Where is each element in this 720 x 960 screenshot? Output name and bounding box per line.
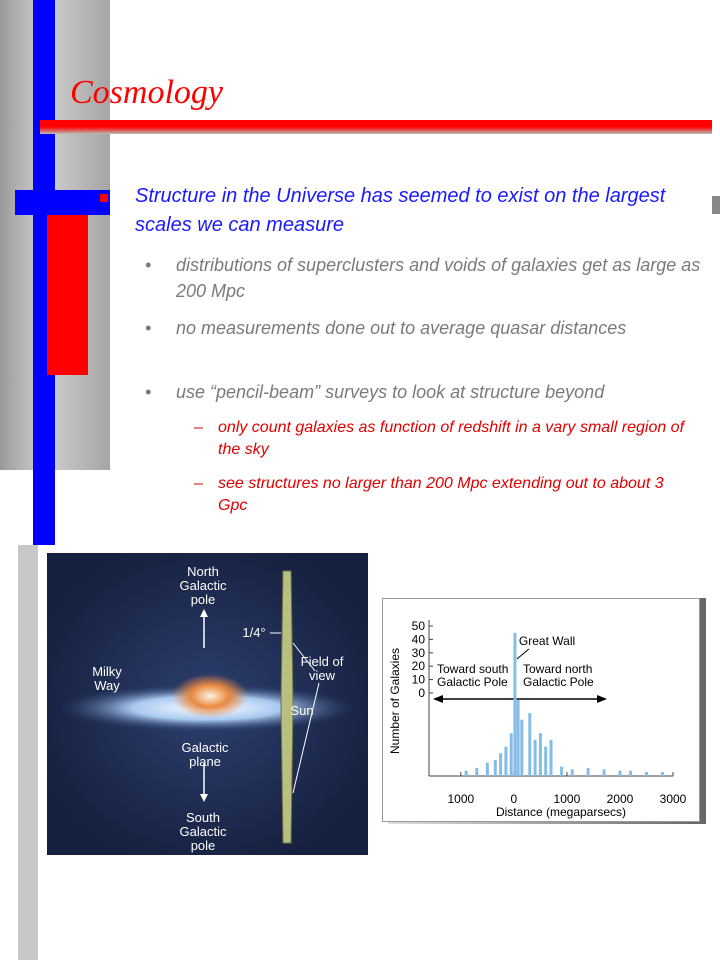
x-axis-label: Distance (megaparsecs) (496, 805, 626, 819)
y-tick-label: 30 (412, 646, 426, 660)
sub-sub-bullet: only count galaxies as function of redsh… (218, 419, 685, 458)
galactic-bulge (172, 674, 248, 718)
bullet-square (100, 194, 108, 202)
bar (516, 699, 520, 776)
y-tick-label: 40 (412, 632, 426, 646)
bar (509, 733, 513, 776)
figure-label: Milky Way (92, 664, 122, 693)
sub-bullet: no measurements done out to average quas… (176, 318, 627, 338)
sub-bullet: distributions of superclusters and voids… (176, 255, 701, 301)
y-tick-label: 20 (412, 659, 426, 673)
bullet-dot: • (145, 318, 152, 338)
figure-label: Field of view (300, 654, 344, 683)
y-tick-label: 10 (412, 673, 426, 687)
bar (464, 770, 468, 776)
bar (528, 713, 532, 776)
deco-blue-v (33, 0, 55, 545)
figure-label: Galactic plane (181, 740, 229, 769)
pointer (292, 642, 316, 672)
bullet-text: Structure in the Universe has seemed to … (135, 185, 666, 236)
galaxy-figure: North Galactic pole 1/4° Milky Way Field… (47, 553, 368, 855)
x-tick-label: 3000 (660, 792, 687, 806)
y-axis-label: Number of Galaxies (388, 648, 402, 754)
field-of-view-beam (280, 570, 294, 844)
annotation: Toward south Galactic Pole (437, 662, 509, 689)
galaxy-drawing (57, 570, 357, 844)
y-tick-label: 0 (418, 686, 425, 700)
figure-label: South Galactic pole (179, 810, 227, 853)
bar (602, 769, 606, 776)
bullet-dot: • (145, 382, 152, 402)
bar (560, 766, 564, 776)
title-rule (40, 120, 712, 134)
annotation-pointer (516, 648, 530, 660)
bar (499, 753, 503, 776)
deco-blue-h (15, 190, 110, 215)
x-tick-label: 1000 (447, 792, 474, 806)
figure-label: Sun (290, 703, 314, 718)
bar (549, 739, 553, 776)
deco-square (712, 196, 720, 214)
bar (629, 770, 633, 776)
arrowhead (433, 695, 443, 703)
x-tick-label: 1000 (554, 792, 581, 806)
bar (538, 733, 542, 776)
bar (513, 632, 517, 776)
chart-panel: 50 40 30 20 10 0 1000 0 1000 2000 3000 Distance (me… (382, 598, 700, 822)
slide-title: Cosmology (70, 74, 223, 111)
bar (504, 746, 508, 776)
annotation: Toward north Galactic Pole (523, 662, 594, 689)
x-tick-label: 0 (511, 792, 518, 806)
annotation: Great Wall (519, 634, 575, 648)
bullet-dot: • (145, 255, 152, 275)
dash: – (194, 475, 203, 492)
dash: – (194, 419, 203, 436)
figure-label: 1/4° (242, 625, 266, 640)
bar (644, 771, 648, 776)
bar (570, 769, 574, 776)
arrowhead (200, 609, 208, 617)
y-tick-label: 50 (412, 619, 426, 633)
deco-gray-strip (18, 545, 38, 960)
bar (493, 759, 497, 776)
arrowhead (200, 794, 208, 802)
arrowhead (597, 695, 607, 703)
sub-bullet: use “pencil-beam” surveys to look at str… (176, 382, 605, 402)
bar (660, 771, 664, 776)
x-tick-label: 2000 (607, 792, 634, 806)
bar (485, 762, 489, 776)
sub-sub-bullet: see structures no larger than 200 Mpc ex… (218, 475, 664, 514)
pointer (292, 682, 320, 794)
bar (586, 767, 590, 776)
deco-red (47, 215, 88, 375)
figure-label: North Galactic pole (179, 564, 227, 607)
bar (475, 767, 479, 776)
bar (533, 739, 537, 776)
bar (544, 746, 548, 776)
bar (520, 719, 524, 776)
bar (618, 770, 622, 776)
